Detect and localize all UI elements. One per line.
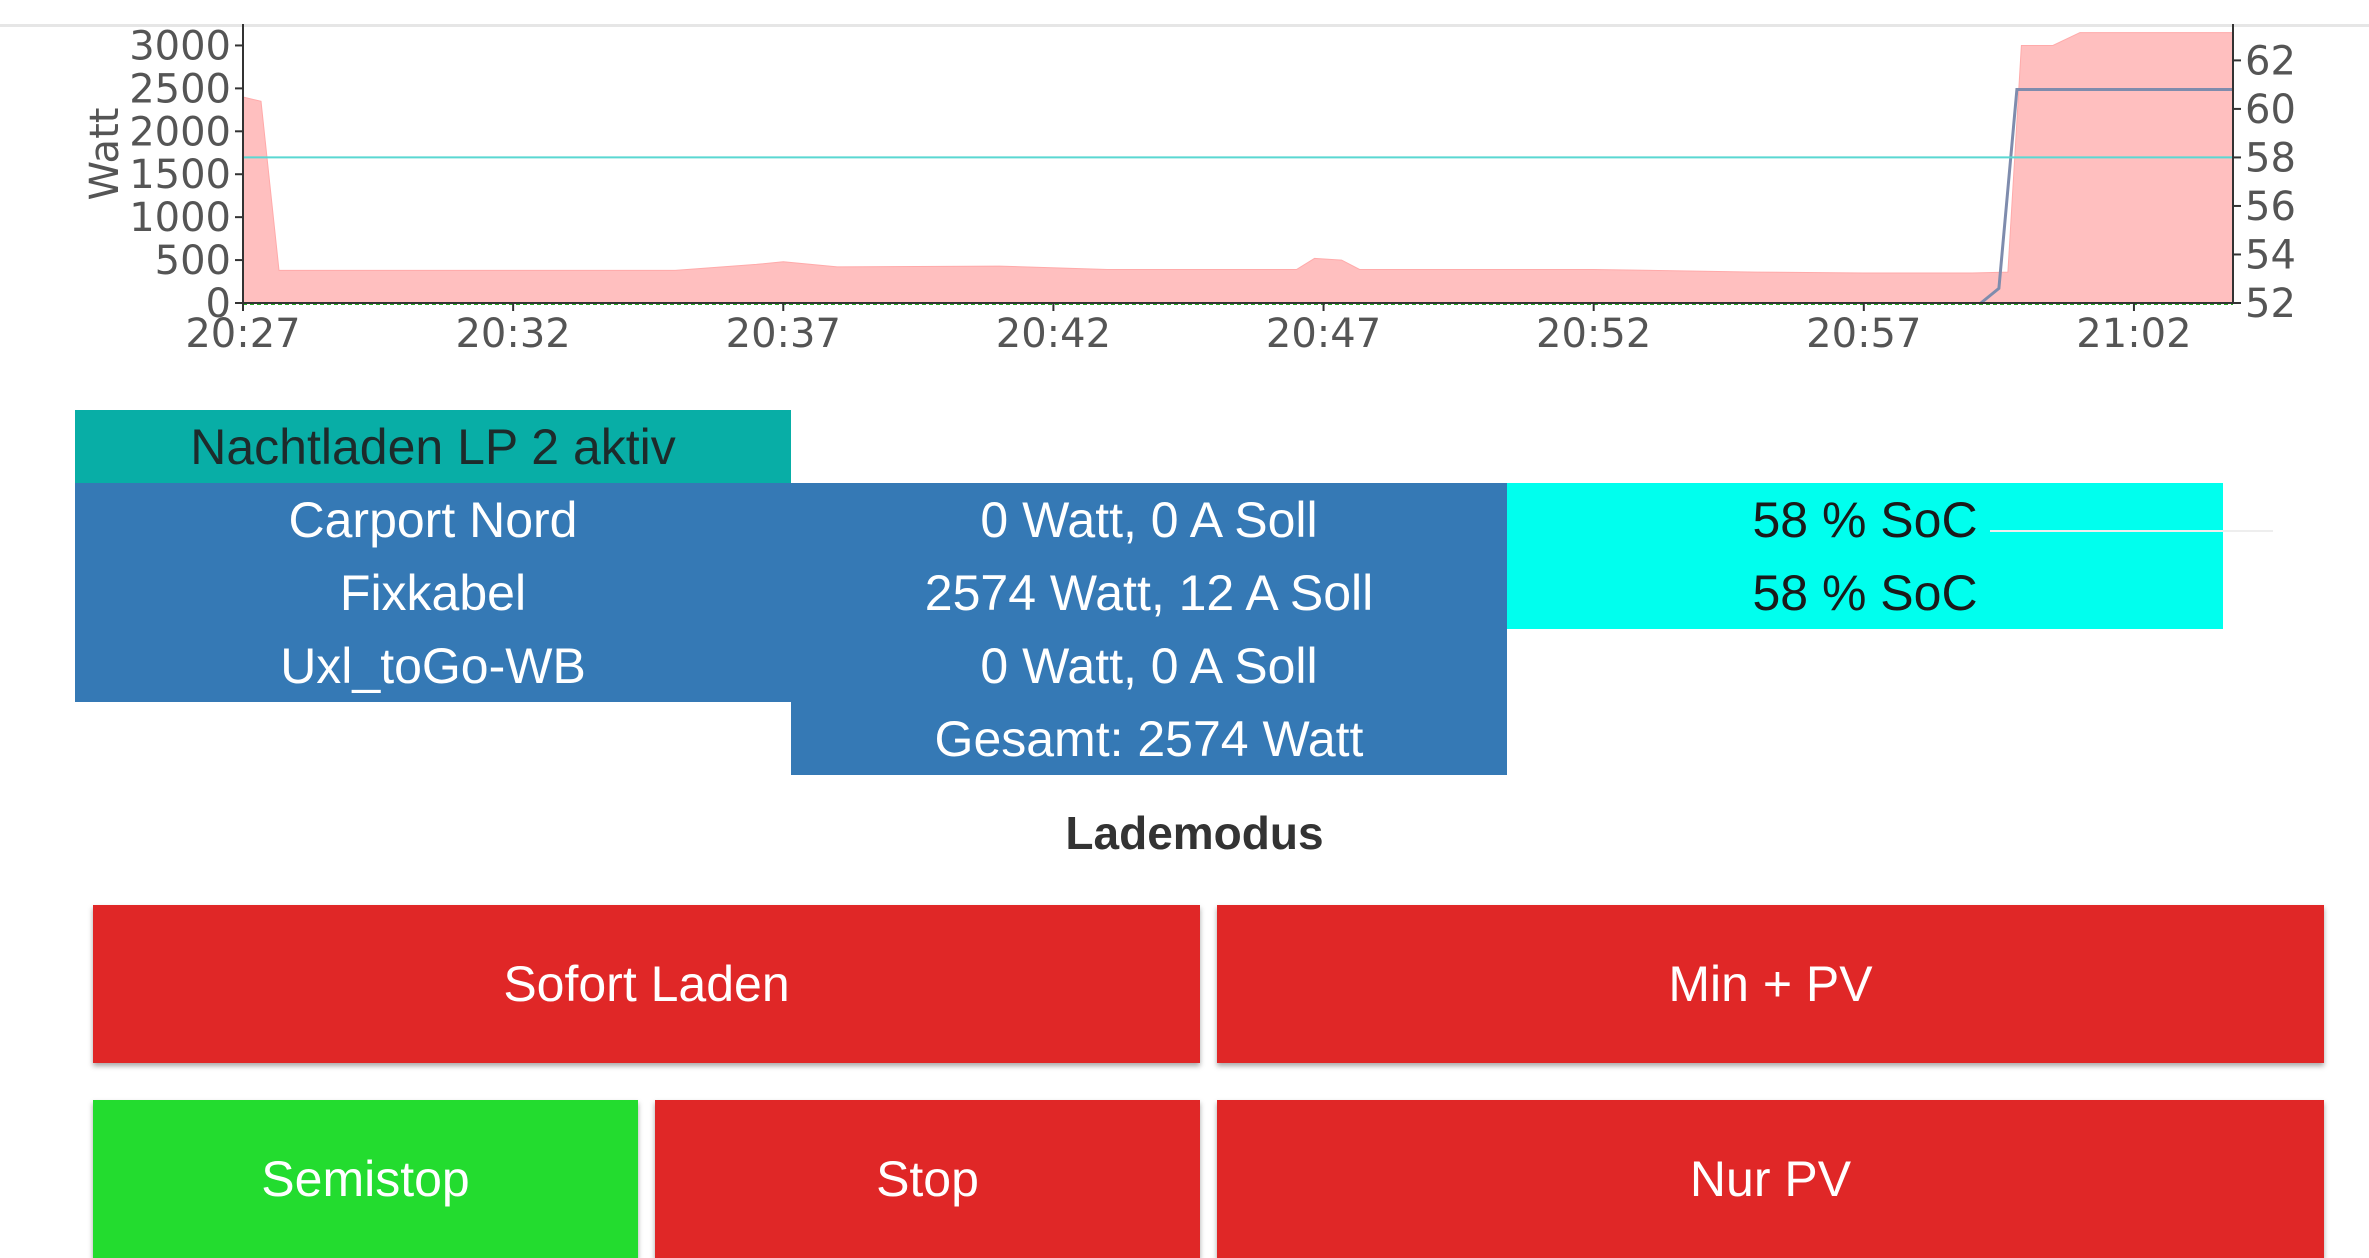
- x-tick-label: 20:37: [726, 311, 841, 357]
- x-tick-label: 21:02: [2076, 311, 2191, 357]
- x-tick-label: 20:47: [1266, 311, 1381, 357]
- chargepoint-name-carport-nord: Carport Nord: [75, 483, 791, 556]
- x-tick-label: 20:52: [1536, 311, 1651, 357]
- y-left-tick-label: 2000: [129, 109, 231, 155]
- lademodus-title: Lademodus: [1065, 807, 1324, 859]
- semistop-button[interactable]: Semistop: [93, 1100, 638, 1258]
- y-right-tick-label: 58: [2245, 135, 2296, 181]
- power-area-series: [242, 32, 2234, 304]
- nur-pv-button[interactable]: Nur PV: [1217, 1100, 2324, 1258]
- mode-banner: Nachtladen LP 2 aktiv: [75, 410, 791, 483]
- chargepoint-name-uxl-togo-wb: Uxl_toGo-WB: [75, 629, 791, 702]
- y-right-tick-label: 54: [2245, 232, 2296, 278]
- y-left-tick-label: 1000: [129, 195, 231, 241]
- y-left-tick-label: 1500: [129, 152, 231, 198]
- y-right-tick-label: 52: [2245, 281, 2296, 327]
- chargepoint-soc-carport-nord: 58 % SoC: [1507, 483, 2223, 556]
- x-tick-label: 20:57: [1806, 311, 1921, 357]
- chart-area-layer: [242, 32, 2234, 304]
- y-right-tick-label: 60: [2245, 87, 2296, 133]
- divider: [1990, 530, 2273, 532]
- min-pv-button[interactable]: Min + PV: [1217, 905, 2324, 1063]
- chargepoint-power-carport-nord: 0 Watt, 0 A Soll: [791, 483, 1507, 556]
- y-left-tick-label: 2500: [129, 66, 231, 112]
- soc-line-series: [1979, 88, 2233, 305]
- chargepoint-name-fixkabel: Fixkabel: [75, 556, 791, 629]
- y-left-tick-label: 500: [155, 238, 231, 284]
- x-tick-label: 20:27: [185, 311, 300, 357]
- y-left-tick-label: 0: [206, 281, 231, 327]
- chart-axes: [235, 24, 2241, 311]
- y-left-tick-label: 3000: [129, 24, 231, 69]
- browser-top-bar: [0, 0, 2369, 27]
- stop-button[interactable]: Stop: [655, 1100, 1200, 1258]
- chargepoint-power-uxl-togo-wb: 0 Watt, 0 A Soll: [791, 629, 1507, 702]
- total-power: Gesamt: 2574 Watt: [791, 702, 1507, 775]
- chargepoint-soc-fixkabel: 58 % SoC: [1507, 556, 2223, 629]
- sofort-laden-button[interactable]: Sofort Laden: [93, 905, 1200, 1063]
- x-tick-label: 20:32: [455, 311, 570, 357]
- x-tick-label: 20:42: [996, 311, 1111, 357]
- y-right-tick-label: 62: [2245, 38, 2296, 84]
- chargepoint-power-fixkabel: 2574 Watt, 12 A Soll: [791, 556, 1507, 629]
- y-right-tick-label: 56: [2245, 184, 2296, 230]
- y-axis-title: Watt: [82, 108, 128, 201]
